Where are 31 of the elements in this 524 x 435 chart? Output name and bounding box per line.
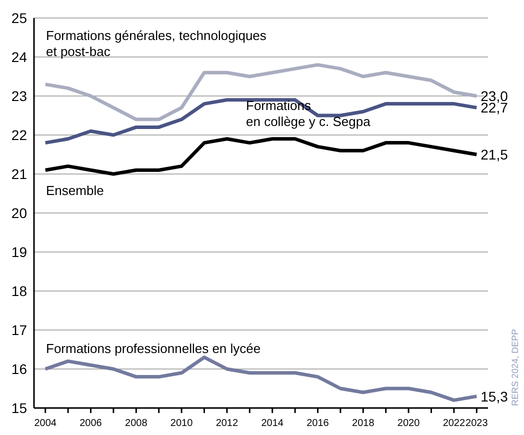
line-series [44,137,478,176]
y-tick-label: 24 [11,49,28,65]
line-series [44,356,478,402]
x-tick-label: 2022 [442,418,466,429]
y-tick-label: 16 [11,361,28,377]
x-tick-label: 2010 [170,418,194,429]
y-tick-label: 19 [11,244,28,260]
y-tick-label: 25 [11,10,28,26]
x-tick-label: 2020 [397,418,420,429]
series-label: Ensemble [46,183,104,198]
data-label: 15,3 [480,388,508,404]
line-series [44,98,478,145]
x-tick-label: 2016 [306,418,330,429]
y-tick-label: 23 [11,88,28,104]
x-tick-label: 2006 [80,418,102,429]
x-tick-label: 2014 [261,418,284,429]
y-tick-label: 18 [11,283,28,299]
data-label: 21,5 [480,146,508,162]
y-tick-label: 17 [11,322,28,338]
x-tick-label: 2008 [125,418,148,429]
series-label: Formations professionnelles en lycée [46,341,261,356]
series-label: Formations générales, technologiques et post-bac [46,28,267,59]
x-tick-label: 2012 [216,418,239,429]
text: RERS 2024, DEPP [510,328,520,406]
x-tick-label: 2004 [34,418,57,429]
y-tick-label: 21 [11,166,28,182]
y-tick-label: 15 [11,400,28,416]
y-tick-label: 22 [11,127,28,143]
x-tick-label: 2018 [352,418,375,429]
y-tick-label: 20 [11,205,28,221]
x-tick-label: 2023 [466,418,488,429]
